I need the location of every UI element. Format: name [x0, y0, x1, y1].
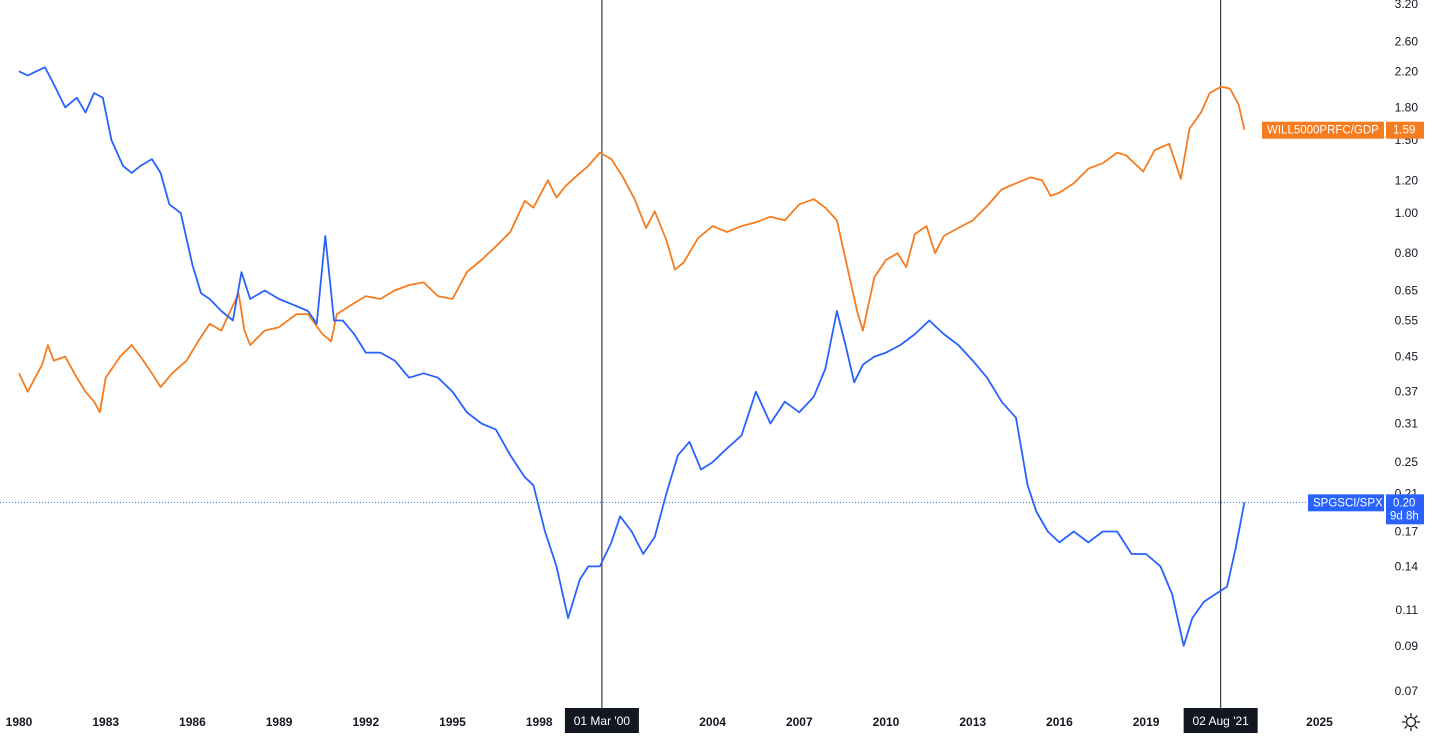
x-tick-label: 2019: [1133, 715, 1160, 729]
last-value-label: 0.20: [1393, 497, 1415, 509]
series-name-label: WILL5000PRFC/GDP: [1267, 125, 1379, 137]
y-tick-label: 0.09: [1395, 639, 1419, 653]
x-tick-label: 1992: [352, 715, 379, 729]
x-tick-label: 1986: [179, 715, 206, 729]
x-tick-label: 1998: [526, 715, 553, 729]
y-tick-label: 3.20: [1395, 0, 1419, 11]
crosshair-date-badge: [1183, 708, 1258, 733]
crosshair-date-label: 01 Mar '00: [574, 714, 631, 728]
x-tick-label: 1995: [439, 715, 466, 729]
y-tick-label: 0.07: [1395, 684, 1419, 698]
x-tick-label: 2013: [959, 715, 986, 729]
last-value-badge: [1386, 494, 1424, 525]
last-value-badge: [1386, 121, 1424, 139]
y-tick-label: 0.37: [1395, 385, 1419, 399]
y-tick-label: 0.80: [1395, 246, 1419, 260]
crosshair-date-label: 02 Aug '21: [1192, 714, 1249, 728]
x-tick-label: 1983: [92, 715, 119, 729]
x-tick-label: 2025: [1306, 715, 1333, 729]
series-line-spgsci-spx: [18, 66, 1246, 647]
series-name-badge: [1308, 494, 1384, 512]
y-tick-label: 0.14: [1395, 559, 1419, 573]
x-tick-label: 2016: [1046, 715, 1073, 729]
y-tick-label: 0.25: [1395, 455, 1419, 469]
series-name-label: SPGSCI/SPX: [1313, 497, 1383, 509]
y-tick-label: 0.65: [1395, 283, 1419, 297]
bar-countdown-label: 9d 8h: [1390, 510, 1419, 522]
y-tick-label: 2.60: [1395, 34, 1419, 48]
settings-gear-icon[interactable]: [1401, 712, 1421, 732]
y-tick-label: 1.80: [1395, 100, 1419, 114]
x-tick-label: 2004: [699, 715, 726, 729]
y-tick-label: 0.31: [1395, 417, 1419, 431]
y-tick-label: 0.17: [1395, 525, 1419, 539]
crosshair-date-badge: [564, 708, 639, 733]
y-tick-label: 0.55: [1395, 314, 1419, 328]
y-tick-label: 2.20: [1395, 64, 1419, 78]
y-tick-label: 0.11: [1396, 603, 1419, 617]
x-tick-label: 1989: [266, 715, 293, 729]
series-line-will5000-gdp: [18, 85, 1246, 414]
y-tick-label: 1.00: [1395, 206, 1419, 220]
last-value-label: 1.59: [1393, 125, 1415, 137]
series-name-badge: [1262, 121, 1384, 139]
x-tick-label: 2007: [786, 715, 813, 729]
y-tick-label: 0.45: [1395, 350, 1419, 364]
x-tick-label: 1980: [6, 715, 33, 729]
x-tick-label: 2010: [873, 715, 900, 729]
y-tick-label: 1.20: [1395, 173, 1419, 187]
